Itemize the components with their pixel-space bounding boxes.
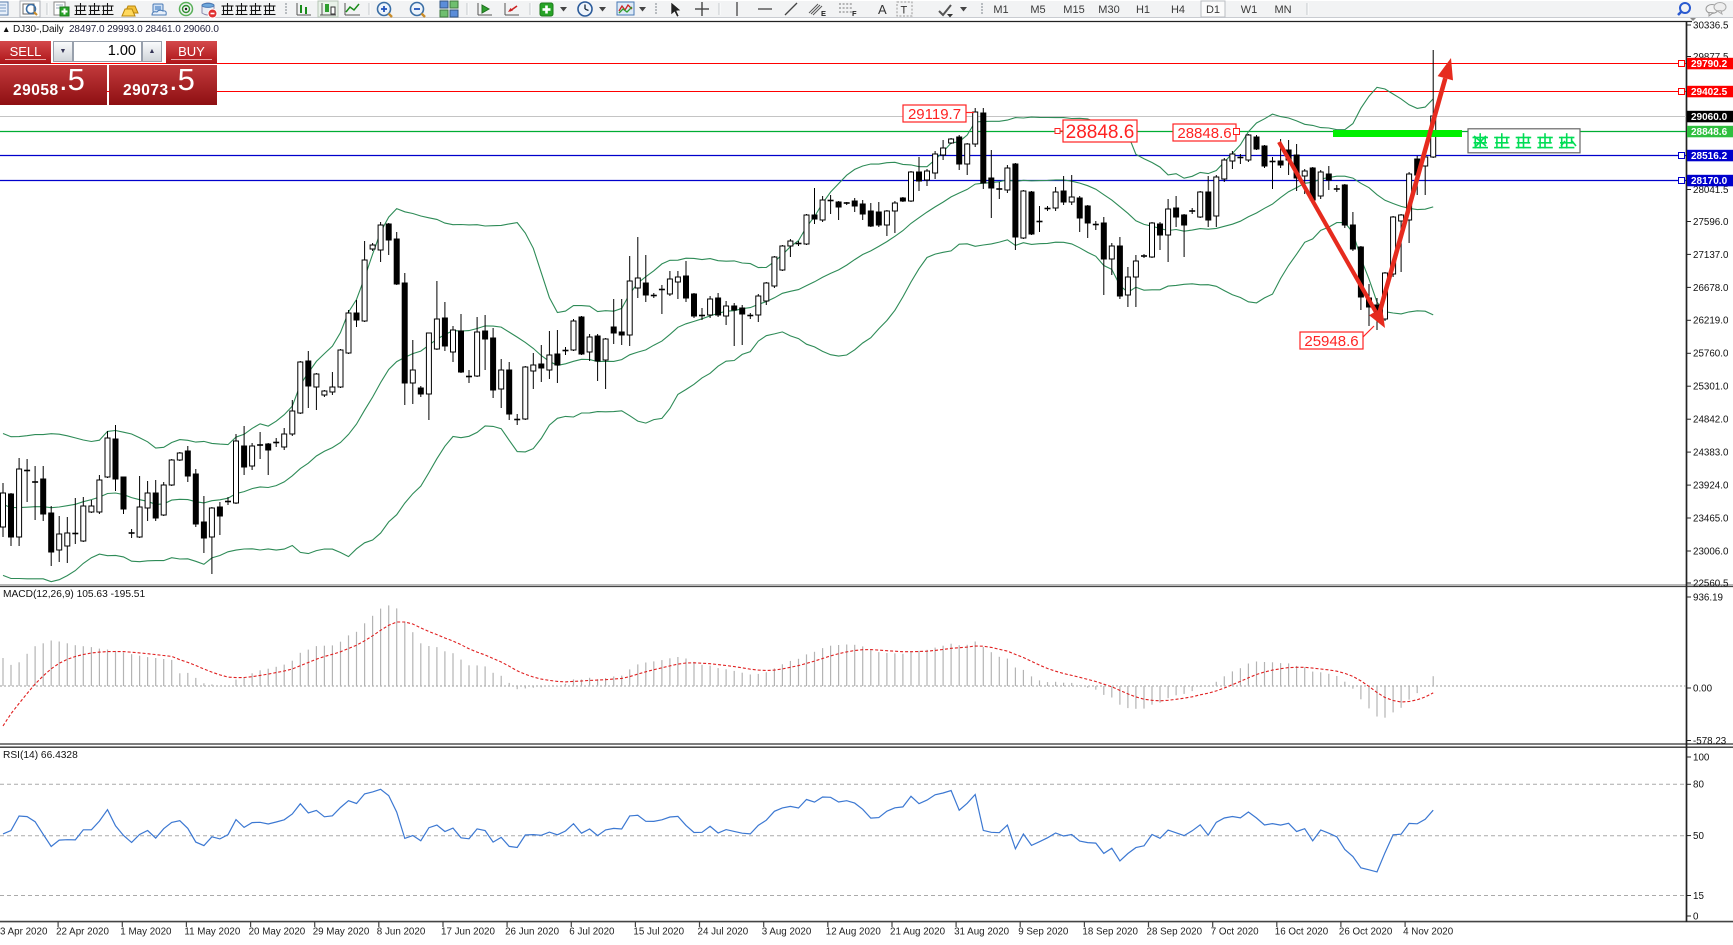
svg-text:MN: MN: [1274, 4, 1291, 16]
svg-text:M15: M15: [1063, 4, 1084, 16]
svg-text:25301.0: 25301.0: [1693, 382, 1729, 393]
svg-text:0.00: 0.00: [1693, 683, 1713, 694]
svg-text:28848.6: 28848.6: [1691, 127, 1728, 138]
svg-text:25948.6: 25948.6: [1304, 333, 1358, 350]
svg-text:26219.0: 26219.0: [1693, 316, 1729, 327]
svg-text:24383.0: 24383.0: [1693, 448, 1729, 459]
svg-text:T: T: [901, 5, 908, 17]
svg-text:27596.0: 27596.0: [1693, 217, 1729, 228]
svg-text:3 Apr 2020: 3 Apr 2020: [0, 927, 48, 938]
svg-text:24842.0: 24842.0: [1693, 415, 1729, 426]
svg-text:23465.0: 23465.0: [1693, 513, 1729, 524]
svg-text:15 Jul 2020: 15 Jul 2020: [633, 927, 684, 938]
svg-text:M1: M1: [993, 4, 1008, 16]
svg-text:9 Sep 2020: 9 Sep 2020: [1018, 927, 1069, 938]
svg-text:E: E: [821, 9, 826, 18]
svg-text:28848.6: 28848.6: [1177, 125, 1231, 142]
svg-text:50: 50: [1693, 831, 1704, 842]
svg-text:RSI(14) 66.4328: RSI(14) 66.4328: [3, 750, 78, 761]
svg-text:27137.0: 27137.0: [1693, 250, 1729, 261]
svg-text:H1: H1: [1136, 4, 1150, 16]
svg-text:23924.0: 23924.0: [1693, 481, 1729, 492]
svg-text:8 Jun 2020: 8 Jun 2020: [377, 927, 426, 938]
svg-text:15: 15: [1693, 891, 1704, 902]
svg-text:23006.0: 23006.0: [1693, 546, 1729, 557]
svg-text:16 Oct 2020: 16 Oct 2020: [1275, 927, 1329, 938]
svg-text:W1: W1: [1241, 4, 1258, 16]
svg-text:31 Aug 2020: 31 Aug 2020: [954, 927, 1010, 938]
svg-text:24 Jul 2020: 24 Jul 2020: [698, 927, 749, 938]
svg-text:7 Oct 2020: 7 Oct 2020: [1211, 927, 1259, 938]
svg-text:0: 0: [1693, 911, 1699, 922]
svg-text:M30: M30: [1098, 4, 1119, 16]
svg-text:25760.0: 25760.0: [1693, 349, 1729, 360]
svg-text:28848.6: 28848.6: [1066, 122, 1135, 143]
svg-text:26 Oct 2020: 26 Oct 2020: [1339, 927, 1393, 938]
svg-text:M5: M5: [1030, 4, 1045, 16]
svg-text:H4: H4: [1171, 4, 1185, 16]
svg-text:28 Sep 2020: 28 Sep 2020: [1147, 927, 1203, 938]
svg-text:21 Aug 2020: 21 Aug 2020: [890, 927, 946, 938]
svg-text:29877.5: 29877.5: [1693, 52, 1729, 63]
svg-text:22560.5: 22560.5: [1693, 578, 1729, 589]
svg-text:4 Nov 2020: 4 Nov 2020: [1403, 927, 1454, 938]
svg-text:F: F: [852, 9, 857, 18]
svg-text:29790.2: 29790.2: [1691, 59, 1728, 70]
svg-text:936.19: 936.19: [1693, 592, 1723, 603]
svg-text:20 May 2020: 20 May 2020: [249, 927, 306, 938]
svg-text:26678.0: 26678.0: [1693, 283, 1729, 294]
svg-text:6 Jul 2020: 6 Jul 2020: [569, 927, 615, 938]
svg-text:18 Sep 2020: 18 Sep 2020: [1082, 927, 1138, 938]
svg-text:-578.23: -578.23: [1693, 736, 1727, 747]
svg-text:29119.7: 29119.7: [908, 106, 961, 123]
svg-text:D1: D1: [1206, 4, 1220, 16]
svg-text:28170.0: 28170.0: [1691, 176, 1728, 187]
svg-text:26 Jun 2020: 26 Jun 2020: [505, 927, 559, 938]
svg-text:A: A: [878, 2, 887, 17]
svg-text:28041.5: 28041.5: [1693, 185, 1729, 196]
svg-text:3 Aug 2020: 3 Aug 2020: [762, 927, 812, 938]
svg-text:22 Apr 2020: 22 Apr 2020: [56, 927, 109, 938]
svg-text:29060.0: 29060.0: [1691, 112, 1728, 123]
svg-text:30336.5: 30336.5: [1693, 20, 1729, 31]
svg-text:17 Jun 2020: 17 Jun 2020: [441, 927, 495, 938]
svg-text:29402.5: 29402.5: [1691, 87, 1728, 98]
svg-text:MACD(12,26,9) 105.63 -195.51: MACD(12,26,9) 105.63 -195.51: [3, 589, 145, 600]
svg-text:80: 80: [1693, 780, 1704, 791]
svg-text:1 May 2020: 1 May 2020: [120, 927, 172, 938]
svg-text:12 Aug 2020: 12 Aug 2020: [826, 927, 882, 938]
svg-text:28516.2: 28516.2: [1691, 151, 1728, 162]
svg-text:29 May 2020: 29 May 2020: [313, 927, 370, 938]
svg-text:100: 100: [1693, 752, 1710, 763]
svg-text:11 May 2020: 11 May 2020: [184, 927, 240, 938]
